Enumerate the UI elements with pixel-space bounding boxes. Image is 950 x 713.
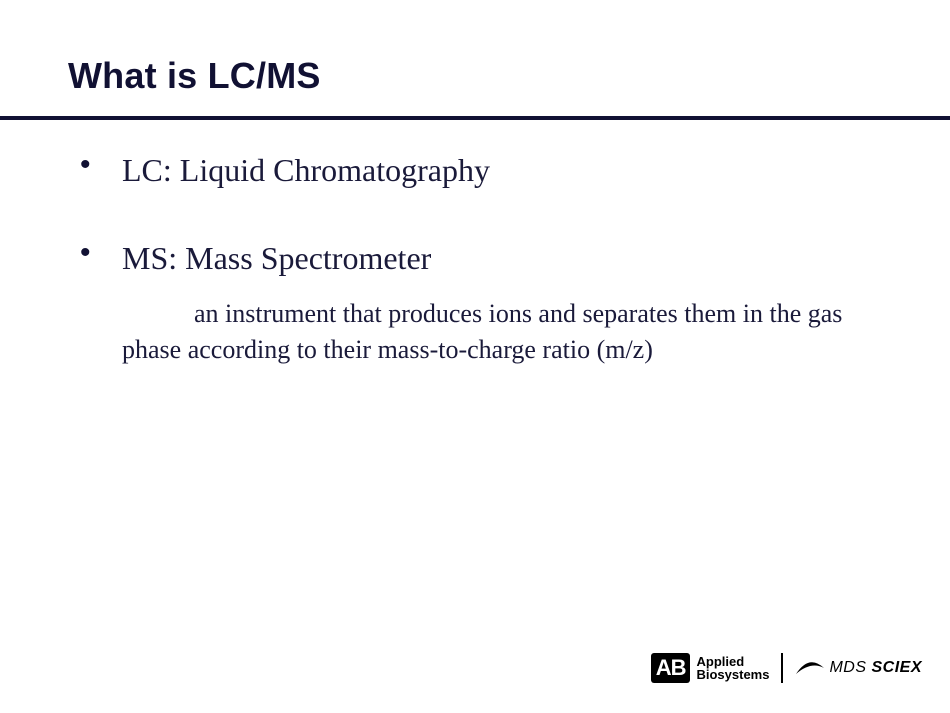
footer-logos: AB Applied Biosystems MDS SCIEX [651, 653, 922, 683]
bullet-text: LC: Liquid Chromatography [122, 150, 490, 190]
mds-text-a: MDS [829, 659, 866, 676]
title-underline [0, 116, 950, 120]
ab-monogram-icon: AB [651, 653, 691, 683]
bullet-dot-icon: • [80, 238, 122, 268]
spacer [80, 190, 880, 238]
mds-wordmark: MDS SCIEX [829, 659, 922, 677]
swoosh-icon [795, 658, 825, 678]
logo-divider [781, 653, 783, 683]
bullet-dot-icon: • [80, 150, 122, 180]
slide-body: • LC: Liquid Chromatography • MS: Mass S… [80, 150, 880, 368]
bullet-subtext: an instrument that produces ions and sep… [122, 296, 880, 368]
ab-wordmark: Applied Biosystems [696, 655, 769, 681]
mds-sciex-logo: MDS SCIEX [795, 658, 922, 678]
bullet-text: MS: Mass Spectrometer [122, 238, 431, 278]
mds-text-b: SCIEX [871, 659, 922, 676]
ab-wordmark-line2: Biosystems [696, 668, 769, 681]
slide-title: What is LC/MS [68, 55, 321, 97]
applied-biosystems-logo: AB Applied Biosystems [651, 653, 770, 683]
bullet-item: • MS: Mass Spectrometer [80, 238, 880, 278]
slide: What is LC/MS • LC: Liquid Chromatograph… [0, 0, 950, 713]
ab-monogram-text: AB [656, 655, 686, 681]
bullet-item: • LC: Liquid Chromatography [80, 150, 880, 190]
